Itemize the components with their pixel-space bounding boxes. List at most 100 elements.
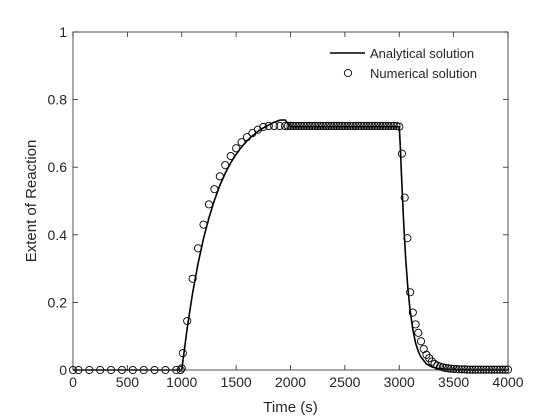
data-point	[441, 363, 450, 373]
data-point	[313, 121, 322, 131]
data-point	[215, 172, 224, 181]
data-point	[275, 121, 284, 131]
data-point	[199, 220, 208, 229]
data-point	[340, 121, 349, 131]
data-point	[270, 121, 279, 131]
data-point	[414, 328, 423, 337]
data-point	[310, 121, 320, 131]
x-tick-label: 3500	[438, 374, 469, 390]
plot-frame	[72, 31, 509, 371]
data-point	[178, 349, 187, 358]
data-point	[291, 121, 300, 131]
y-tick-label: 0.8	[48, 92, 68, 108]
data-point	[281, 121, 290, 131]
data-point	[305, 121, 314, 131]
data-point	[400, 193, 409, 202]
data-point	[316, 121, 325, 131]
data-point	[457, 365, 466, 374]
data-point	[365, 121, 374, 131]
data-point	[232, 144, 241, 153]
data-point	[406, 288, 415, 297]
x-tick-label: 1000	[166, 374, 197, 390]
data-point	[427, 357, 436, 366]
data-point	[259, 122, 268, 132]
legend-label-numerical: Numerical solution	[370, 66, 477, 81]
data-point	[324, 121, 333, 131]
series-layer	[68, 119, 513, 375]
data-point	[294, 121, 303, 131]
data-point	[452, 364, 461, 374]
data-point	[370, 121, 379, 131]
series-line-analytical	[73, 119, 509, 371]
y-tick-label: 0.6	[48, 159, 68, 175]
data-point	[321, 121, 330, 131]
data-point	[332, 121, 341, 131]
x-tick-label: 4000	[492, 374, 523, 390]
data-point	[335, 121, 344, 131]
data-point	[446, 364, 455, 373]
data-point	[351, 121, 360, 131]
data-point	[403, 234, 412, 243]
data-point	[348, 121, 358, 131]
data-point	[343, 121, 352, 131]
data-point	[455, 365, 464, 374]
y-tick-label: 0.2	[48, 294, 68, 310]
data-point	[359, 121, 368, 131]
data-point	[297, 121, 306, 131]
data-point	[302, 121, 311, 131]
y-tick-label: 0.4	[48, 227, 68, 243]
data-point	[194, 244, 203, 253]
data-point	[384, 121, 393, 131]
data-point	[338, 121, 347, 131]
data-point	[368, 121, 377, 131]
x-tick-label: 2000	[275, 374, 306, 390]
legend-label-analytical: Analytical solution	[370, 46, 474, 61]
x-axis-label: Time (s)	[263, 399, 317, 416]
data-point	[308, 121, 317, 131]
data-point	[183, 316, 192, 326]
data-point	[177, 364, 186, 373]
data-point	[411, 320, 420, 329]
data-point	[327, 121, 336, 131]
data-point	[376, 121, 385, 131]
tick-labels: 0 500 1000 1500 2000 2500 3000 3500 4000 0 0.2 0.4 0…	[48, 24, 524, 390]
data-point	[289, 121, 298, 131]
data-point	[357, 121, 366, 131]
data-point	[362, 121, 371, 131]
x-tick-label: 2500	[329, 374, 360, 390]
data-point	[286, 121, 295, 131]
legend: Analytical solution Numerical solution	[330, 46, 477, 81]
y-tick-label: 1	[59, 24, 67, 40]
y-axis-label: Extent of Reaction	[23, 140, 40, 263]
data-point	[242, 133, 252, 142]
data-point	[395, 122, 404, 131]
data-point	[346, 121, 355, 131]
data-point	[354, 121, 363, 131]
data-point	[210, 185, 219, 194]
x-tick-label: 3000	[384, 374, 415, 390]
x-tick-label: 1500	[221, 374, 252, 390]
data-point	[319, 121, 328, 131]
data-point	[387, 121, 396, 131]
data-point	[300, 121, 309, 131]
data-point	[378, 121, 387, 131]
x-tick-label: 500	[116, 374, 140, 390]
data-point	[416, 337, 426, 346]
data-point	[397, 149, 407, 158]
data-point	[444, 364, 453, 373]
data-point	[264, 121, 273, 131]
data-point	[381, 121, 390, 131]
plot-area	[73, 32, 508, 370]
y-tick-label: 0	[59, 362, 67, 378]
data-point	[226, 151, 235, 161]
data-point	[460, 365, 469, 374]
data-point	[449, 364, 458, 374]
data-point	[253, 125, 262, 134]
series-markers-numerical	[68, 121, 513, 375]
data-point	[237, 138, 246, 147]
data-point	[283, 121, 292, 131]
data-point	[188, 274, 197, 283]
data-point	[329, 121, 339, 131]
data-point	[373, 121, 382, 131]
